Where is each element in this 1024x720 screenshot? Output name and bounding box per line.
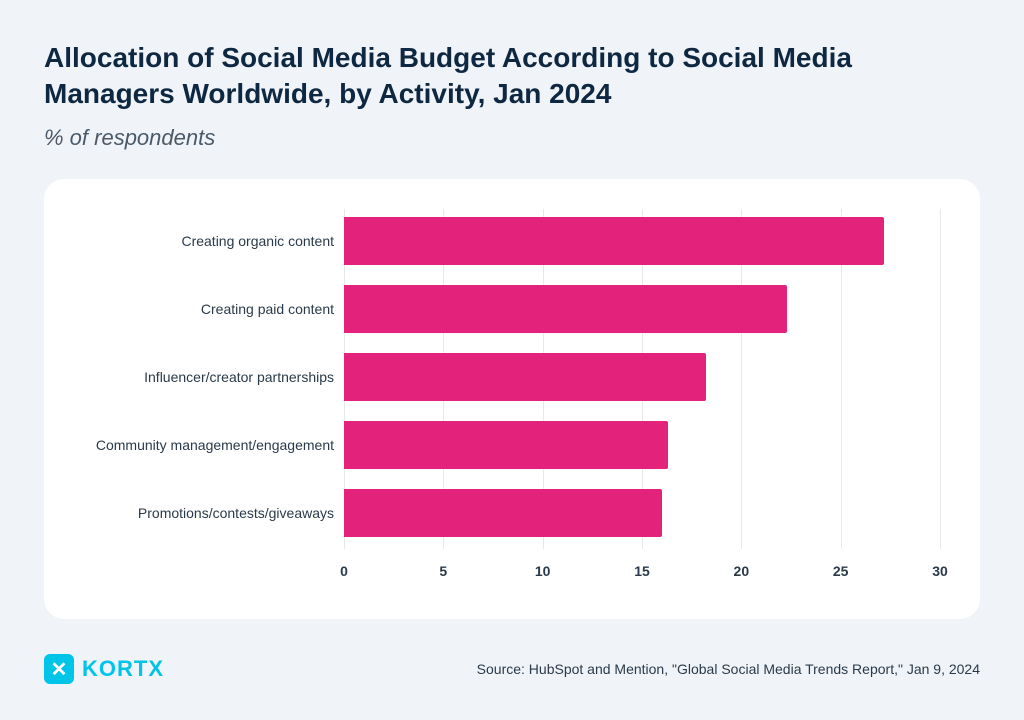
x-tick-label: 25 [833,563,849,579]
bar [344,217,884,265]
bar-label-row: Promotions/contests/giveaways [64,489,344,537]
bar-row [344,353,940,401]
x-tick-label: 10 [535,563,551,579]
bar-label-row: Influencer/creator partnerships [64,353,344,401]
bar-label-row: Community management/engagement [64,421,344,469]
footer: ✕ KORTX Source: HubSpot and Mention, "Gl… [44,654,980,684]
bar-label-row: Creating organic content [64,217,344,265]
logo-mark-icon: ✕ [44,654,74,684]
bar [344,421,668,469]
brand-logo: ✕ KORTX [44,654,164,684]
bar-label: Community management/engagement [64,437,334,453]
bar [344,489,662,537]
x-tick-label: 5 [439,563,447,579]
chart-subtitle: % of respondents [44,125,980,151]
bar [344,285,787,333]
x-tick-label: 0 [340,563,348,579]
gridline [940,209,941,549]
bar-row [344,421,940,469]
x-tick-label: 15 [634,563,650,579]
chart-title: Allocation of Social Media Budget Accord… [44,40,980,113]
chart-area: Creating organic content Creating paid co… [64,209,940,589]
bar-label-row: Creating paid content [64,285,344,333]
bar [344,353,706,401]
source-attribution: Source: HubSpot and Mention, "Global Soc… [477,661,980,677]
y-labels-column: Creating organic content Creating paid co… [64,209,344,589]
chart-card: Creating organic content Creating paid co… [44,179,980,619]
bar-row [344,489,940,537]
x-tick-label: 30 [932,563,948,579]
bar-label: Promotions/contests/giveaways [64,505,334,521]
bar-label: Creating organic content [64,233,334,249]
bar-label: Creating paid content [64,301,334,317]
bar-label: Influencer/creator partnerships [64,369,334,385]
bar-row [344,217,940,265]
bar-row [344,285,940,333]
plot-area: 051015202530 [344,209,940,589]
logo-text: KORTX [82,656,164,682]
x-tick-label: 20 [734,563,750,579]
